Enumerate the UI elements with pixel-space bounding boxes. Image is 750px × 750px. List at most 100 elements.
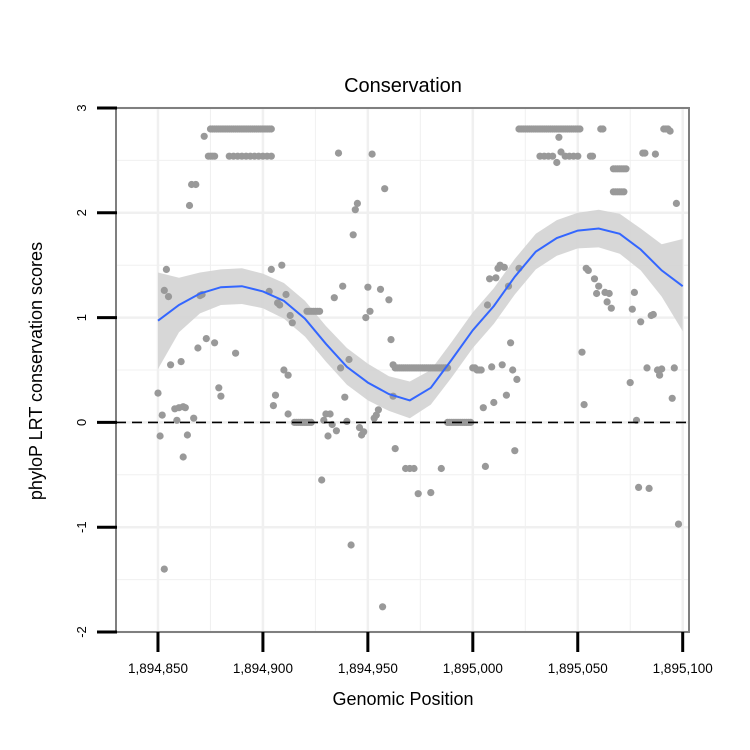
data-point: [183, 431, 191, 439]
y-tick-label: 2: [74, 209, 89, 216]
data-point: [651, 150, 660, 158]
data-point: [364, 283, 372, 291]
data-point: [202, 335, 210, 343]
data-point: [284, 371, 292, 379]
y-tick-label: 1: [74, 314, 89, 321]
data-point: [200, 132, 208, 140]
data-point: [324, 432, 332, 440]
panel-border: [115, 107, 690, 633]
data-point: [154, 389, 162, 397]
data-point: [194, 344, 202, 352]
data-point: [656, 371, 664, 379]
data-point: [267, 152, 275, 160]
data-point: [599, 125, 607, 133]
x-tick-label: 1,895,100: [653, 661, 713, 676]
data-point: [376, 285, 385, 293]
data-point: [588, 152, 597, 160]
data-point: [481, 462, 489, 470]
data-point: [483, 301, 492, 309]
data-point: [620, 188, 628, 196]
data-point: [347, 541, 355, 549]
y-axis-label: phyloP LRT conservation scores: [26, 242, 46, 500]
data-point: [381, 185, 389, 193]
data-point: [391, 445, 399, 453]
data-point: [332, 427, 340, 435]
data-point: [269, 402, 277, 410]
data-point: [507, 339, 515, 347]
x-tick-label: 1,894,950: [338, 661, 398, 676]
data-point: [410, 464, 418, 473]
data-point: [672, 199, 681, 207]
y-tick-label: 0: [74, 419, 89, 426]
data-point: [590, 275, 599, 283]
data-point: [156, 432, 164, 440]
x-tick-label: 1,895,050: [548, 661, 608, 676]
data-point: [360, 428, 368, 436]
data-point: [353, 199, 361, 207]
data-point: [649, 310, 657, 319]
data-point: [181, 404, 189, 412]
data-point: [318, 476, 326, 484]
data-point: [316, 307, 324, 315]
confidence-ribbon: [158, 209, 683, 419]
data-point: [341, 393, 349, 401]
chart-title: Conservation: [344, 75, 462, 97]
data-point: [215, 384, 223, 392]
data-point: [330, 294, 338, 302]
data-point: [628, 305, 636, 313]
data-point: [576, 125, 584, 133]
data-point: [267, 125, 275, 133]
data-point: [607, 304, 615, 312]
data-point: [351, 206, 359, 214]
data-point: [603, 298, 611, 306]
data-point: [288, 319, 296, 327]
data-point: [492, 274, 500, 282]
data-point: [326, 410, 334, 418]
y-tick-label: -2: [74, 626, 89, 638]
data-point: [488, 363, 496, 371]
data-point: [666, 127, 674, 135]
smooth-fit-line: [157, 227, 684, 402]
data-point: [555, 133, 563, 141]
data-point: [158, 411, 166, 419]
data-point: [282, 290, 290, 299]
data-point: [232, 349, 240, 357]
data-point: [509, 366, 517, 374]
data-point: [190, 414, 198, 422]
data-point: [477, 366, 485, 374]
data-point: [498, 361, 506, 369]
data-point: [374, 406, 382, 414]
data-point: [160, 286, 168, 294]
data-point: [337, 364, 345, 372]
y-tick-label: 3: [74, 104, 89, 111]
data-point: [437, 464, 445, 473]
data-point: [271, 391, 280, 399]
data-point: [645, 484, 653, 492]
data-point: [192, 180, 200, 189]
data-point: [513, 375, 521, 383]
data-point: [179, 453, 187, 461]
data-point: [345, 355, 353, 364]
data-point: [637, 318, 645, 326]
data-point: [379, 603, 387, 611]
data-point: [211, 339, 219, 347]
data-point: [173, 416, 181, 424]
data-point: [674, 520, 683, 528]
data-point: [593, 289, 601, 298]
data-point: [414, 490, 422, 498]
data-point: [553, 158, 561, 167]
data-point: [366, 307, 374, 315]
plot-panel: [115, 106, 690, 634]
data-point: [595, 282, 603, 290]
data-point: [658, 365, 666, 373]
data-point: [486, 275, 494, 283]
data-point: [267, 265, 275, 273]
data-point: [502, 391, 510, 399]
data-point: [479, 404, 487, 412]
x-tick-label: 1,895,000: [443, 661, 503, 676]
data-point: [670, 364, 678, 372]
data-point: [580, 401, 588, 409]
data-point: [626, 379, 634, 387]
data-point: [334, 149, 343, 157]
